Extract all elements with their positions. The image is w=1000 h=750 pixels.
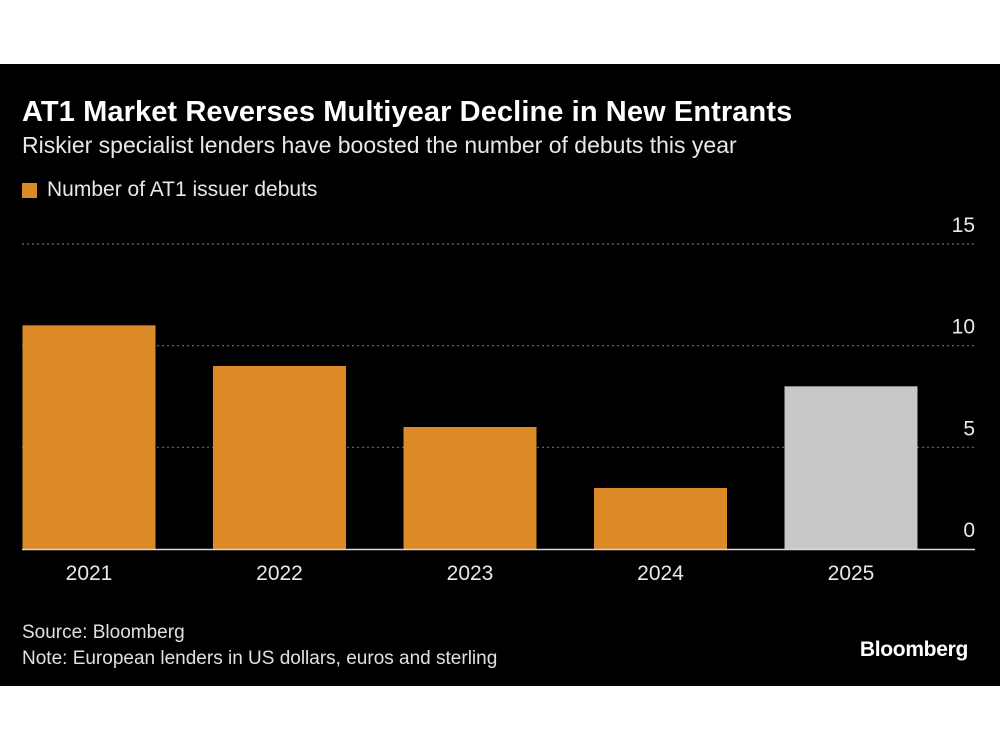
y-tick-label: 10 (952, 316, 975, 339)
legend-swatch (22, 182, 37, 198)
bar (594, 488, 727, 549)
bar (22, 325, 156, 549)
bars (22, 325, 918, 549)
y-tick-label: 15 (952, 214, 975, 237)
x-tick-label: 2023 (447, 562, 494, 585)
chart-title: AT1 Market Reverses Multiyear Decline in… (22, 96, 793, 128)
bloomberg-logo: Bloomberg (859, 638, 968, 661)
source-text: Source: Bloomberg (22, 622, 185, 643)
chart-card: AT1 Market Reverses Multiyear Decline in… (0, 64, 1000, 686)
note-text: Note: European lenders in US dollars, eu… (22, 648, 498, 669)
legend-label: Number of AT1 issuer debuts (47, 178, 318, 201)
y-tick-label: 0 (963, 519, 975, 542)
x-tick-label: 2024 (637, 562, 684, 585)
axes: 0 5 10 15 2021 2022 2023 2024 2025 (22, 214, 975, 585)
chart-subtitle: Riskier specialist lenders have boosted … (22, 132, 737, 158)
x-tick-label: 2022 (256, 562, 303, 585)
bar-chart: 0 5 10 15 2021 2022 2023 2024 2025 (22, 214, 975, 585)
bar (784, 386, 918, 549)
footer: Source: Bloomberg Note: European lenders… (22, 620, 497, 672)
x-tick-label: 2021 (66, 562, 113, 585)
bar (213, 366, 346, 549)
bar (403, 427, 537, 549)
x-tick-label: 2025 (828, 562, 875, 585)
legend: Number of AT1 issuer debuts (22, 178, 317, 202)
y-tick-label: 5 (963, 417, 975, 440)
